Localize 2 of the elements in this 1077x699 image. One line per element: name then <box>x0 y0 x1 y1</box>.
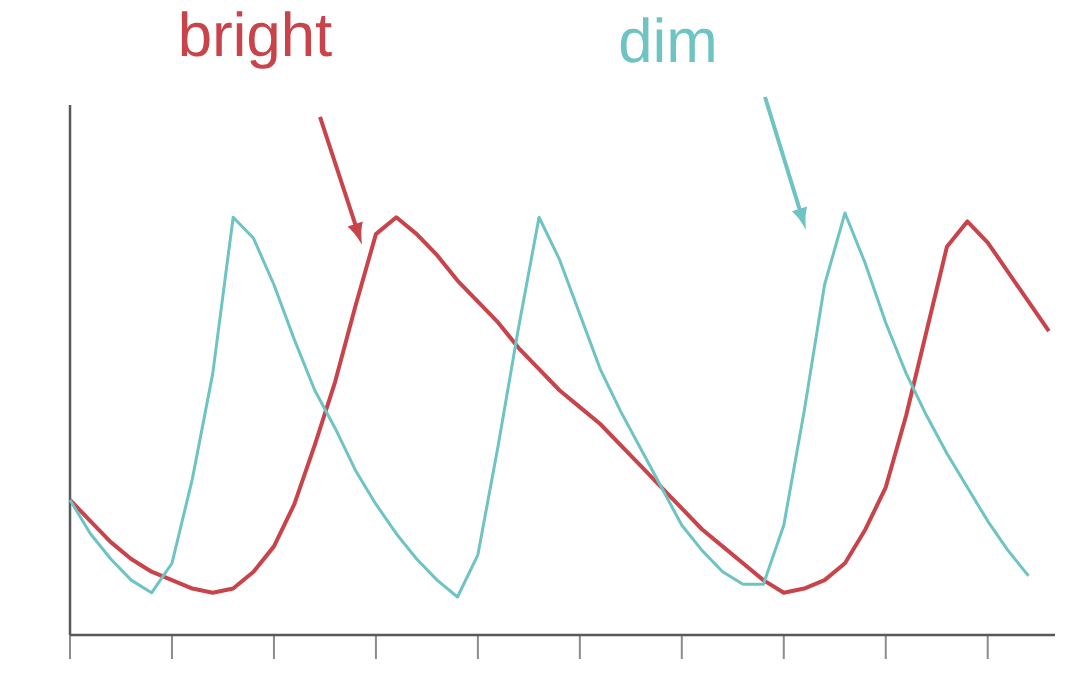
text: bright <box>181 11 332 69</box>
text: dim <box>620 17 714 63</box>
